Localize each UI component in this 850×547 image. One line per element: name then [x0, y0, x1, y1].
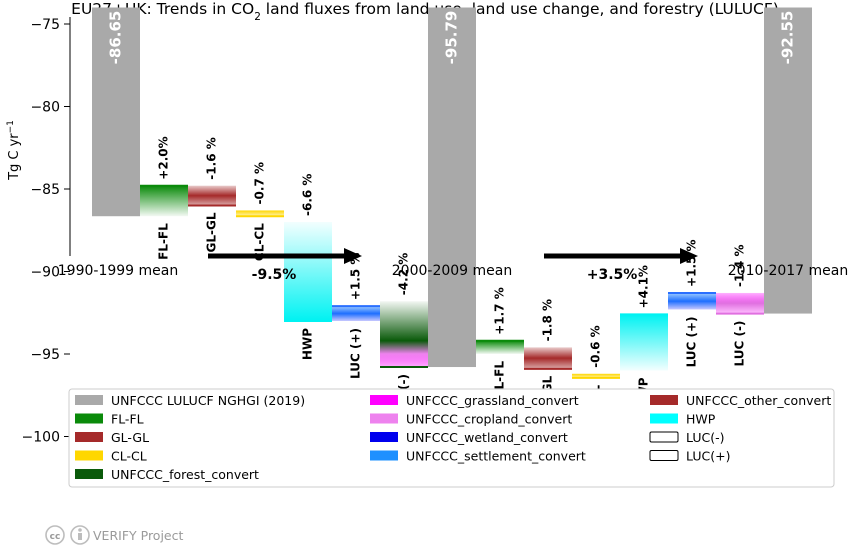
step-percent-label: -0.6 % — [589, 325, 603, 367]
legend-label: UNFCCC_settlement_convert — [406, 449, 586, 464]
legend-label: UNFCCC_other_convert — [686, 393, 831, 408]
step-percent-label: -1.8 % — [541, 299, 555, 341]
chart-title: EU27+UK: Trends in CO2 land fluxes from … — [71, 0, 779, 23]
legend-swatch — [649, 431, 679, 443]
step-bar — [716, 292, 764, 314]
legend-label: UNFCCC_grassland_convert — [406, 393, 579, 408]
total-bar — [764, 7, 812, 314]
step-bar — [572, 373, 620, 378]
step-percent-label: +1.5 % — [685, 239, 699, 287]
y-tick-label: −90 — [30, 265, 60, 281]
legend: UNFCCC LULUCF NGHGI (2019) FL-FL GL-GL CL-C… — [68, 388, 835, 488]
legend-label: FL-FL — [111, 412, 144, 427]
y-tick-label: −85 — [30, 182, 60, 198]
y-tick-label: −95 — [30, 347, 60, 363]
step-bar — [188, 185, 236, 206]
step-bar — [284, 222, 332, 321]
trend-arrow-head — [344, 248, 362, 264]
y-axis-ticks: −75 −80 −85 −90 −95 −100 — [22, 17, 70, 446]
trend-label: -9.5% — [252, 267, 297, 283]
step-name-label: LUC (-) — [733, 321, 747, 367]
legend-swatch — [649, 450, 679, 461]
trend-arrows: -9.5% +3.5% — [208, 248, 698, 283]
step-percent-label: -1.6 % — [205, 137, 219, 179]
legend-swatch — [370, 450, 398, 461]
footer: cc VERIFY Project — [45, 525, 183, 545]
step-percent-label: +1.5 % — [349, 253, 363, 301]
step-name-label: LUC (+) — [685, 316, 699, 367]
step-bar — [380, 301, 428, 368]
step-name-label: FL-FL — [157, 223, 171, 260]
legend-label: GL-GL — [111, 430, 149, 445]
svg-text:cc: cc — [50, 532, 61, 542]
period-label: 2010-2017 mean — [728, 263, 848, 279]
legend-swatch — [75, 432, 103, 442]
legend-swatch — [370, 395, 398, 405]
legend-label: LUC(+) — [686, 449, 730, 464]
step-percent-label: +2.0% — [157, 136, 171, 179]
legend-swatch — [75, 450, 103, 461]
y-tick-label: −75 — [30, 17, 60, 33]
legend-label: UNFCCC_wetland_convert — [406, 430, 568, 445]
step-percent-label: +4.1% — [637, 265, 651, 308]
cc-icon — [45, 525, 65, 545]
step-bar — [668, 292, 716, 310]
legend-label: UNFCCC LULUCF NGHGI (2019) — [111, 393, 305, 408]
step-name-label: CL-CL — [253, 223, 267, 261]
legend-frame — [68, 388, 835, 488]
legend-label: HWP — [686, 412, 716, 427]
period-label: 1990-1999 mean — [58, 263, 178, 279]
total-bars: -86.65 -95.79 -92.55 — [92, 7, 812, 368]
trend-label: +3.5% — [587, 267, 638, 283]
legend-label: UNFCCC_forest_convert — [111, 467, 259, 482]
total-value-label: -95.79 — [443, 11, 461, 65]
legend-swatch — [370, 413, 398, 424]
step-bar — [332, 306, 380, 321]
y-tick-label: −80 — [30, 100, 60, 116]
legend-swatch — [75, 413, 103, 424]
footer-text: VERIFY Project — [93, 528, 183, 543]
period-label: 2000-2009 mean — [392, 263, 512, 279]
step-bar — [236, 210, 284, 217]
total-value-label: -92.55 — [779, 11, 797, 65]
step-percent-label: +1.7 % — [493, 287, 507, 335]
y-tick-label: −100 — [22, 430, 60, 446]
step-percent-label: -6.6 % — [301, 174, 315, 216]
total-bar — [92, 7, 140, 217]
step-name-label: HWP — [301, 328, 315, 360]
step-percent-label: -4.2 % — [397, 253, 411, 295]
step-name-label: FL-FL — [493, 361, 507, 398]
legend-swatch — [650, 413, 678, 424]
legend-swatch — [75, 395, 103, 405]
period-labels: 1990-1999 mean 2000-2009 mean 2010-2017 me… — [58, 263, 848, 279]
step-percent-label: -1.4 % — [733, 244, 747, 286]
step-bar — [620, 314, 668, 371]
legend-swatch — [650, 395, 678, 405]
step-name-label: GL-GL — [205, 212, 219, 252]
total-value-label: -86.65 — [107, 11, 125, 65]
legend-swatch — [75, 469, 103, 479]
y-axis-label: Tg C yr−1 — [6, 120, 22, 181]
legend-label: UNFCCC_cropland_convert — [406, 412, 572, 427]
legend-swatch — [370, 432, 398, 442]
step-name-label: LUC (+) — [349, 328, 363, 379]
total-bar — [428, 7, 476, 368]
step-bar — [524, 347, 572, 369]
legend-label: LUC(-) — [686, 430, 724, 445]
step-percent-label: -0.7 % — [253, 162, 267, 204]
step-bar — [140, 185, 188, 217]
step-bar — [476, 340, 524, 354]
trend-arrow-head — [680, 248, 698, 264]
legend-label: CL-CL — [111, 449, 147, 464]
